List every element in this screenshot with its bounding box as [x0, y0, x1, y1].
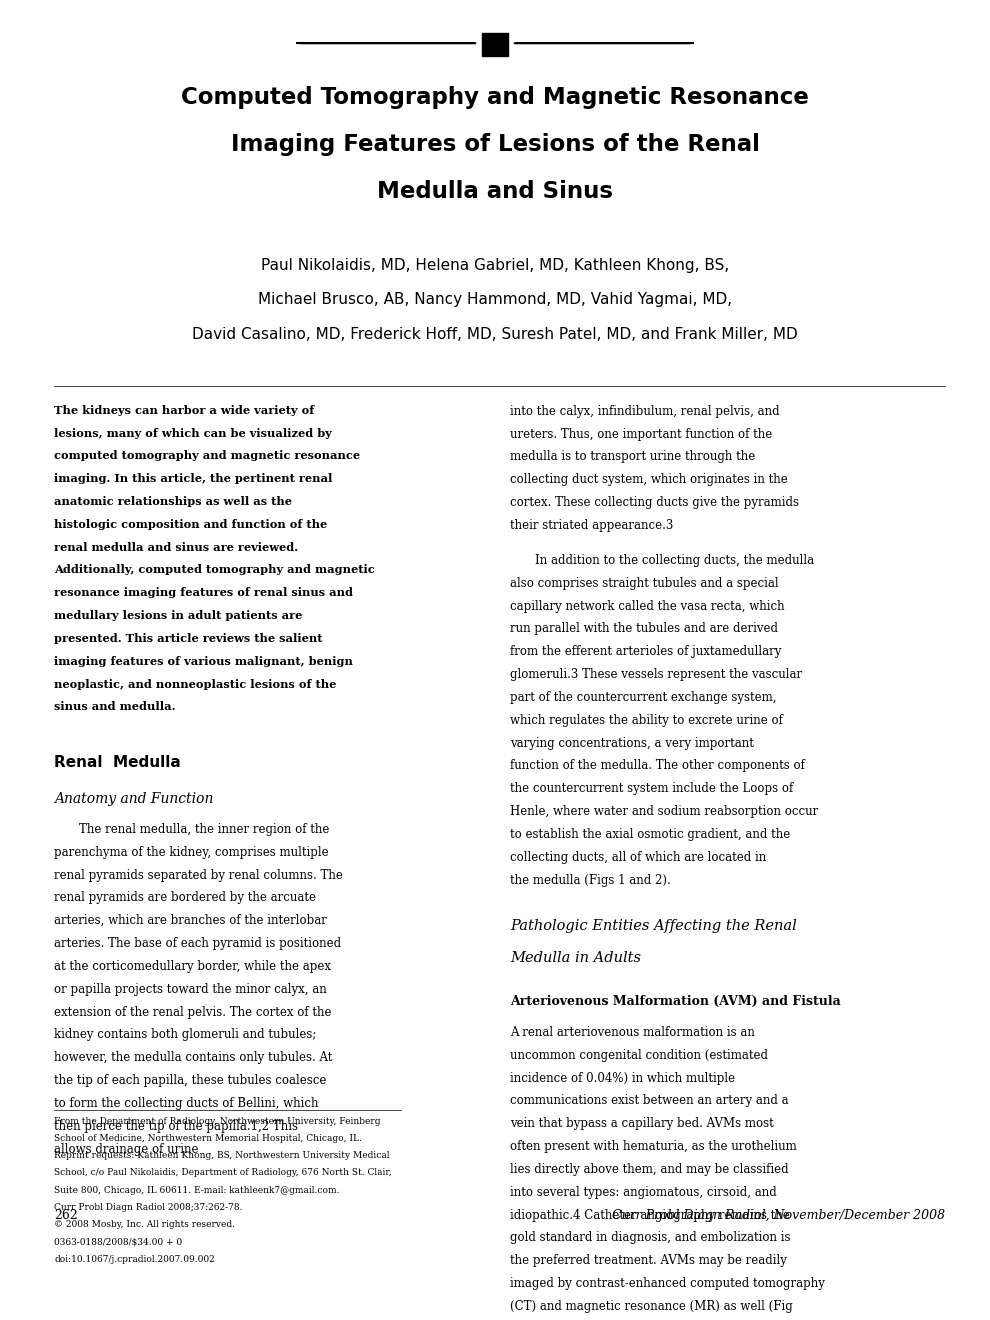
Text: The renal medulla, the inner region of the: The renal medulla, the inner region of t…	[79, 822, 330, 836]
Text: Pathologic Entities Affecting the Renal: Pathologic Entities Affecting the Renal	[510, 919, 797, 932]
Text: function of the medulla. The other components of: function of the medulla. The other compo…	[510, 759, 805, 772]
Text: ureters. Thus, one important function of the: ureters. Thus, one important function of…	[510, 428, 772, 441]
Text: collecting ducts, all of which are located in: collecting ducts, all of which are locat…	[510, 850, 766, 863]
Text: lesions, many of which can be visualized by: lesions, many of which can be visualized…	[54, 428, 333, 438]
Text: the preferred treatment. AVMs may be readily: the preferred treatment. AVMs may be rea…	[510, 1254, 787, 1267]
Text: to form the collecting ducts of Bellini, which: to form the collecting ducts of Bellini,…	[54, 1097, 319, 1110]
Text: cortex. These collecting ducts give the pyramids: cortex. These collecting ducts give the …	[510, 496, 799, 510]
Text: doi:10.1067/j.cpradiol.2007.09.002: doi:10.1067/j.cpradiol.2007.09.002	[54, 1255, 215, 1263]
Text: the tip of each papilla, these tubules coalesce: the tip of each papilla, these tubules c…	[54, 1074, 327, 1088]
Text: capillary network called the vasa recta, which: capillary network called the vasa recta,…	[510, 599, 784, 612]
Text: renal pyramids are bordered by the arcuate: renal pyramids are bordered by the arcua…	[54, 891, 317, 904]
Text: Anatomy and Function: Anatomy and Function	[54, 792, 214, 807]
Text: part of the countercurrent exchange system,: part of the countercurrent exchange syst…	[510, 690, 776, 704]
Text: uncommon congenital condition (estimated: uncommon congenital condition (estimated	[510, 1049, 768, 1061]
Text: Curr Probl Diagn Radiol, November/December 2008: Curr Probl Diagn Radiol, November/Decemb…	[613, 1209, 945, 1222]
Text: idiopathic.4 Catheter angiography remains the: idiopathic.4 Catheter angiography remain…	[510, 1209, 790, 1221]
Text: Arteriovenous Malformation (AVM) and Fistula: Arteriovenous Malformation (AVM) and Fis…	[510, 995, 841, 1008]
Text: A renal arteriovenous malformation is an: A renal arteriovenous malformation is an	[510, 1026, 754, 1039]
Text: communications exist between an artery and a: communications exist between an artery a…	[510, 1094, 788, 1107]
Text: varying concentrations, a very important: varying concentrations, a very important	[510, 737, 753, 750]
Text: lies directly above them, and may be classified: lies directly above them, and may be cla…	[510, 1163, 788, 1176]
Text: Henle, where water and sodium reabsorption occur: Henle, where water and sodium reabsorpti…	[510, 805, 818, 818]
Text: Michael Brusco, AB, Nancy Hammond, MD, Vahid Yagmai, MD,: Michael Brusco, AB, Nancy Hammond, MD, V…	[258, 293, 732, 308]
Text: anatomic relationships as well as the: anatomic relationships as well as the	[54, 496, 292, 507]
Text: however, the medulla contains only tubules. At: however, the medulla contains only tubul…	[54, 1051, 333, 1064]
Text: the medulla (Figs 1 and 2).: the medulla (Figs 1 and 2).	[510, 874, 670, 887]
Text: presented. This article reviews the salient: presented. This article reviews the sali…	[54, 634, 323, 644]
Text: © 2008 Mosby, Inc. All rights reserved.: © 2008 Mosby, Inc. All rights reserved.	[54, 1220, 236, 1229]
Text: gold standard in diagnosis, and embolization is: gold standard in diagnosis, and emboliza…	[510, 1232, 790, 1245]
Bar	[482, 33, 508, 55]
Text: into several types: angiomatous, cirsoid, and: into several types: angiomatous, cirsoid…	[510, 1185, 776, 1199]
Text: vein that bypass a capillary bed. AVMs most: vein that bypass a capillary bed. AVMs m…	[510, 1117, 773, 1130]
Text: resonance imaging features of renal sinus and: resonance imaging features of renal sinu…	[54, 587, 353, 598]
Text: Computed Tomography and Magnetic Resonance: Computed Tomography and Magnetic Resonan…	[181, 86, 809, 110]
Text: 0363-0188/2008/$34.00 + 0: 0363-0188/2008/$34.00 + 0	[54, 1238, 182, 1246]
Text: collecting duct system, which originates in the: collecting duct system, which originates…	[510, 473, 788, 486]
Text: to establish the axial osmotic gradient, and the: to establish the axial osmotic gradient,…	[510, 828, 790, 841]
Text: medullary lesions in adult patients are: medullary lesions in adult patients are	[54, 610, 303, 622]
Text: renal medulla and sinus are reviewed.: renal medulla and sinus are reviewed.	[54, 541, 299, 553]
Text: David Casalino, MD, Frederick Hoff, MD, Suresh Patel, MD, and Frank Miller, MD: David Casalino, MD, Frederick Hoff, MD, …	[192, 327, 798, 342]
Text: Curr Probl Diagn Radiol 2008;37:262-78.: Curr Probl Diagn Radiol 2008;37:262-78.	[54, 1203, 243, 1212]
Text: Reprint requests: Kathleen Khong, BS, Northwestern University Medical: Reprint requests: Kathleen Khong, BS, No…	[54, 1151, 390, 1160]
Text: Additionally, computed tomography and magnetic: Additionally, computed tomography and ma…	[54, 565, 375, 576]
Text: into the calyx, infindibulum, renal pelvis, and: into the calyx, infindibulum, renal pelv…	[510, 405, 779, 417]
Text: which regulates the ability to excrete urine of: which regulates the ability to excrete u…	[510, 714, 783, 727]
Text: the countercurrent system include the Loops of: the countercurrent system include the Lo…	[510, 783, 793, 795]
Text: extension of the renal pelvis. The cortex of the: extension of the renal pelvis. The corte…	[54, 1006, 332, 1019]
Text: glomeruli.3 These vessels represent the vascular: glomeruli.3 These vessels represent the …	[510, 668, 802, 681]
Text: From the Department of Radiology, Northwestern University, Feinberg: From the Department of Radiology, Northw…	[54, 1117, 381, 1126]
Text: neoplastic, and nonneoplastic lesions of the: neoplastic, and nonneoplastic lesions of…	[54, 678, 337, 689]
Text: sinus and medulla.: sinus and medulla.	[54, 701, 176, 713]
Text: incidence of 0.04%) in which multiple: incidence of 0.04%) in which multiple	[510, 1072, 735, 1085]
Text: Medulla in Adults: Medulla in Adults	[510, 950, 641, 965]
Text: also comprises straight tubules and a special: also comprises straight tubules and a sp…	[510, 577, 778, 590]
Text: often present with hematuria, as the urothelium: often present with hematuria, as the uro…	[510, 1140, 797, 1154]
Text: 262: 262	[54, 1209, 78, 1222]
Text: allows drainage of urine: allows drainage of urine	[54, 1143, 199, 1155]
Text: renal pyramids separated by renal columns. The: renal pyramids separated by renal column…	[54, 869, 344, 882]
Text: histologic composition and function of the: histologic composition and function of t…	[54, 519, 328, 529]
Text: run parallel with the tubules and are derived: run parallel with the tubules and are de…	[510, 623, 778, 635]
Text: imaged by contrast-enhanced computed tomography: imaged by contrast-enhanced computed tom…	[510, 1276, 825, 1290]
Text: computed tomography and magnetic resonance: computed tomography and magnetic resonan…	[54, 450, 360, 462]
Text: imaging. In this article, the pertinent renal: imaging. In this article, the pertinent …	[54, 473, 333, 484]
Text: In addition to the collecting ducts, the medulla: In addition to the collecting ducts, the…	[535, 554, 814, 568]
Text: The kidneys can harbor a wide variety of: The kidneys can harbor a wide variety of	[54, 405, 315, 416]
Text: then pierce the tip of the papilla.1,2 This: then pierce the tip of the papilla.1,2 T…	[54, 1119, 298, 1133]
Text: their striated appearance.3: their striated appearance.3	[510, 519, 673, 532]
Text: Suite 800, Chicago, IL 60611. E-mail: kathleenk7@gmail.com.: Suite 800, Chicago, IL 60611. E-mail: ka…	[54, 1185, 340, 1195]
Text: imaging features of various malignant, benign: imaging features of various malignant, b…	[54, 656, 353, 667]
Text: Renal  Medulla: Renal Medulla	[54, 755, 181, 770]
Text: at the corticomedullary border, while the apex: at the corticomedullary border, while th…	[54, 960, 332, 973]
Text: or papilla projects toward the minor calyx, an: or papilla projects toward the minor cal…	[54, 982, 328, 995]
Text: kidney contains both glomeruli and tubules;: kidney contains both glomeruli and tubul…	[54, 1028, 317, 1041]
Text: arteries, which are branches of the interlobar: arteries, which are branches of the inte…	[54, 915, 328, 927]
Text: parenchyma of the kidney, comprises multiple: parenchyma of the kidney, comprises mult…	[54, 846, 329, 859]
Text: Paul Nikolaidis, MD, Helena Gabriel, MD, Kathleen Khong, BS,: Paul Nikolaidis, MD, Helena Gabriel, MD,…	[261, 257, 729, 273]
Text: arteries. The base of each pyramid is positioned: arteries. The base of each pyramid is po…	[54, 937, 342, 950]
Text: School, c/o Paul Nikolaidis, Department of Radiology, 676 North St. Clair,: School, c/o Paul Nikolaidis, Department …	[54, 1168, 392, 1177]
Text: Medulla and Sinus: Medulla and Sinus	[377, 180, 613, 203]
Text: (CT) and magnetic resonance (MR) as well (Fig: (CT) and magnetic resonance (MR) as well…	[510, 1300, 793, 1313]
Text: Imaging Features of Lesions of the Renal: Imaging Features of Lesions of the Renal	[231, 133, 759, 156]
Text: from the efferent arterioles of juxtamedullary: from the efferent arterioles of juxtamed…	[510, 645, 781, 659]
Text: School of Medicine, Northwestern Memorial Hospital, Chicago, IL.: School of Medicine, Northwestern Memoria…	[54, 1134, 362, 1143]
Text: medulla is to transport urine through the: medulla is to transport urine through th…	[510, 450, 755, 463]
